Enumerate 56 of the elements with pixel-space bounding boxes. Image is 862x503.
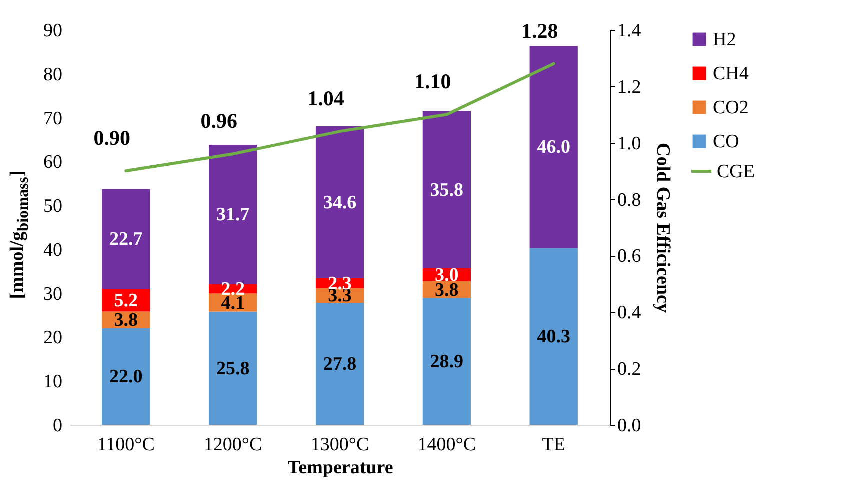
- x-tick-label: 1200°C: [204, 434, 262, 456]
- y2-tick-label: 0.4: [618, 302, 642, 324]
- legend-label: CO2: [713, 98, 749, 118]
- y-tick-label: 0: [53, 416, 62, 436]
- data-label: 28.9: [430, 352, 464, 373]
- legend-label: CGE: [717, 162, 755, 182]
- x-tick-label: 1400°C: [418, 434, 476, 456]
- y-tick-label: 30: [44, 284, 62, 305]
- data-label: 25.8: [216, 358, 250, 380]
- x-tick-label: 1100°C: [97, 434, 155, 456]
- data-label: 40.3: [537, 326, 570, 348]
- legend-label: CH4: [713, 64, 750, 84]
- data-label: 0.90: [94, 126, 131, 150]
- data-label: 1.10: [414, 70, 452, 94]
- y-tick-label: 70: [44, 108, 62, 130]
- bar: [422, 111, 471, 268]
- legend-label: CO: [713, 132, 740, 152]
- bar: [102, 328, 150, 425]
- data-label: 46.0: [537, 137, 570, 158]
- bar: [209, 312, 258, 425]
- x-tick-label: 1300°C: [310, 434, 370, 456]
- data-label: 3.8: [114, 310, 138, 332]
- x-tick-label: TE: [542, 434, 566, 456]
- y2-tick-label: 1.4: [618, 20, 642, 42]
- y2-tick-label: 0.2: [618, 359, 642, 380]
- bar: [316, 126, 364, 278]
- bar: [422, 298, 471, 425]
- data-label: 31.7: [216, 204, 250, 226]
- y-tick-label: 40: [44, 240, 62, 261]
- y2-tick-label: 1.2: [618, 76, 642, 98]
- bar: [530, 248, 578, 425]
- data-label: 0.96: [200, 109, 238, 134]
- data-label: 1.28: [521, 18, 558, 43]
- y-tick-label: 10: [44, 372, 62, 393]
- data-label: 34.6: [323, 192, 357, 214]
- y2-tick-label: 0.8: [618, 190, 642, 211]
- bar: [102, 189, 150, 289]
- bar: [316, 302, 364, 425]
- x-axis-title: Temperature: [288, 458, 394, 478]
- legend-label: H2: [713, 30, 736, 50]
- data-label: 27.8: [323, 354, 357, 375]
- bar: [530, 46, 578, 248]
- y-tick-label: 60: [44, 152, 62, 174]
- y2-tick-label: 0.6: [618, 246, 642, 268]
- y-tick-label: 50: [44, 196, 62, 218]
- y-tick-label: 20: [44, 328, 62, 349]
- y2-tick-label: 0.0: [618, 416, 642, 436]
- y2-axis-title: Cold Gas Efficicency: [652, 143, 674, 314]
- y-tick-label: 90: [44, 20, 62, 42]
- data-label: 1.04: [308, 86, 345, 111]
- data-label: 22.0: [110, 366, 143, 388]
- data-label: 35.8: [430, 180, 464, 201]
- data-label: 5.2: [114, 290, 138, 312]
- data-label: 22.7: [110, 229, 144, 250]
- y-tick-label: 80: [44, 64, 62, 86]
- y2-tick-label: 1.0: [618, 133, 642, 154]
